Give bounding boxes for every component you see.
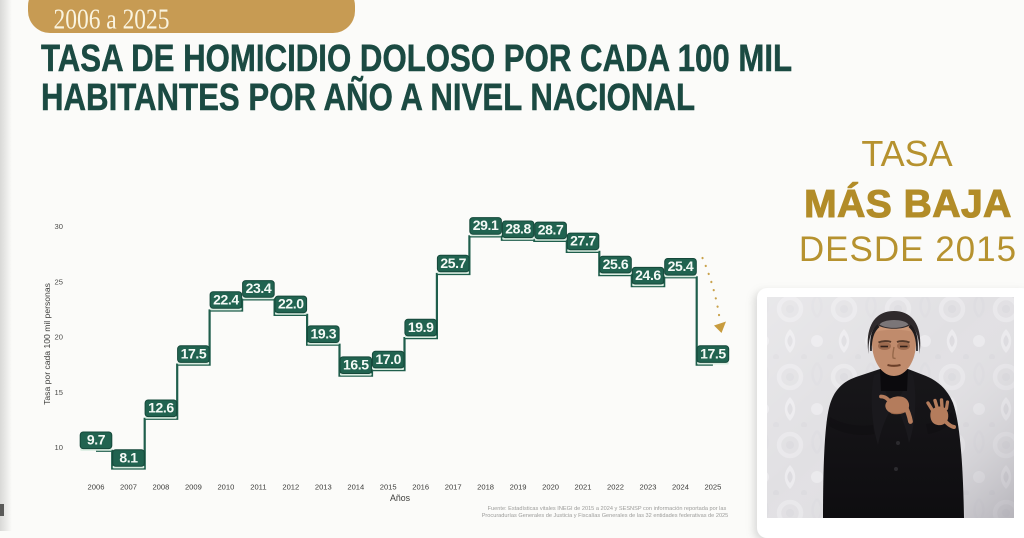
svg-text:2010: 2010	[217, 483, 234, 492]
svg-text:Tasa por cada 100 mil personas: Tasa por cada 100 mil personas	[42, 283, 52, 405]
svg-text:25: 25	[55, 277, 63, 286]
svg-text:2018: 2018	[477, 483, 494, 492]
svg-text:2016: 2016	[412, 483, 429, 492]
svg-text:2024: 2024	[672, 483, 689, 492]
svg-text:20: 20	[55, 333, 63, 342]
svg-text:17.5: 17.5	[181, 345, 207, 361]
svg-text:30: 30	[55, 222, 63, 231]
svg-text:2006 a 2025: 2006 a 2025	[54, 4, 170, 34]
svg-text:25.7: 25.7	[440, 255, 466, 271]
svg-text:22.0: 22.0	[278, 296, 304, 312]
svg-text:Procuradurías Generales de Jus: Procuradurías Generales de Justicia y Fi…	[482, 513, 729, 519]
svg-text:12.6: 12.6	[148, 400, 174, 416]
svg-text:23.4: 23.4	[246, 280, 272, 296]
svg-text:19.3: 19.3	[310, 326, 336, 342]
svg-text:10: 10	[55, 443, 63, 452]
svg-text:2011: 2011	[250, 483, 266, 492]
svg-text:Años: Años	[390, 493, 411, 503]
svg-text:15: 15	[55, 388, 63, 397]
svg-text:2012: 2012	[282, 483, 299, 492]
svg-text:2022: 2022	[607, 483, 624, 492]
svg-text:2008: 2008	[152, 483, 169, 492]
svg-text:29.1: 29.1	[473, 217, 499, 233]
svg-text:28.8: 28.8	[505, 221, 531, 237]
svg-text:2020: 2020	[542, 483, 559, 492]
svg-text:16.5: 16.5	[343, 357, 369, 373]
svg-text:Fuente: Estadísticas vitales I: Fuente: Estadísticas vitales INEGI de 20…	[488, 506, 727, 512]
svg-text:2006: 2006	[88, 483, 105, 492]
svg-text:2015: 2015	[380, 483, 397, 492]
svg-text:2013: 2013	[315, 483, 332, 492]
svg-text:22.4: 22.4	[213, 291, 239, 307]
svg-text:8.1: 8.1	[119, 449, 138, 465]
svg-text:25.6: 25.6	[603, 256, 629, 272]
svg-text:2021: 2021	[575, 483, 592, 492]
svg-text:19.9: 19.9	[408, 319, 434, 335]
svg-text:9.7: 9.7	[87, 432, 106, 448]
svg-text:28.7: 28.7	[538, 222, 564, 238]
svg-text:2014: 2014	[347, 483, 364, 492]
svg-text:17.5: 17.5	[700, 345, 726, 361]
svg-text:2025: 2025	[704, 483, 721, 492]
svg-text:2009: 2009	[185, 483, 202, 492]
svg-text:17.0: 17.0	[375, 351, 401, 367]
svg-text:27.7: 27.7	[570, 233, 596, 249]
svg-text:25.4: 25.4	[668, 258, 694, 274]
svg-text:24.6: 24.6	[635, 267, 661, 283]
svg-text:2023: 2023	[640, 483, 657, 492]
svg-text:2019: 2019	[510, 483, 527, 492]
svg-text:2007: 2007	[120, 483, 137, 492]
svg-text:2017: 2017	[445, 483, 462, 492]
